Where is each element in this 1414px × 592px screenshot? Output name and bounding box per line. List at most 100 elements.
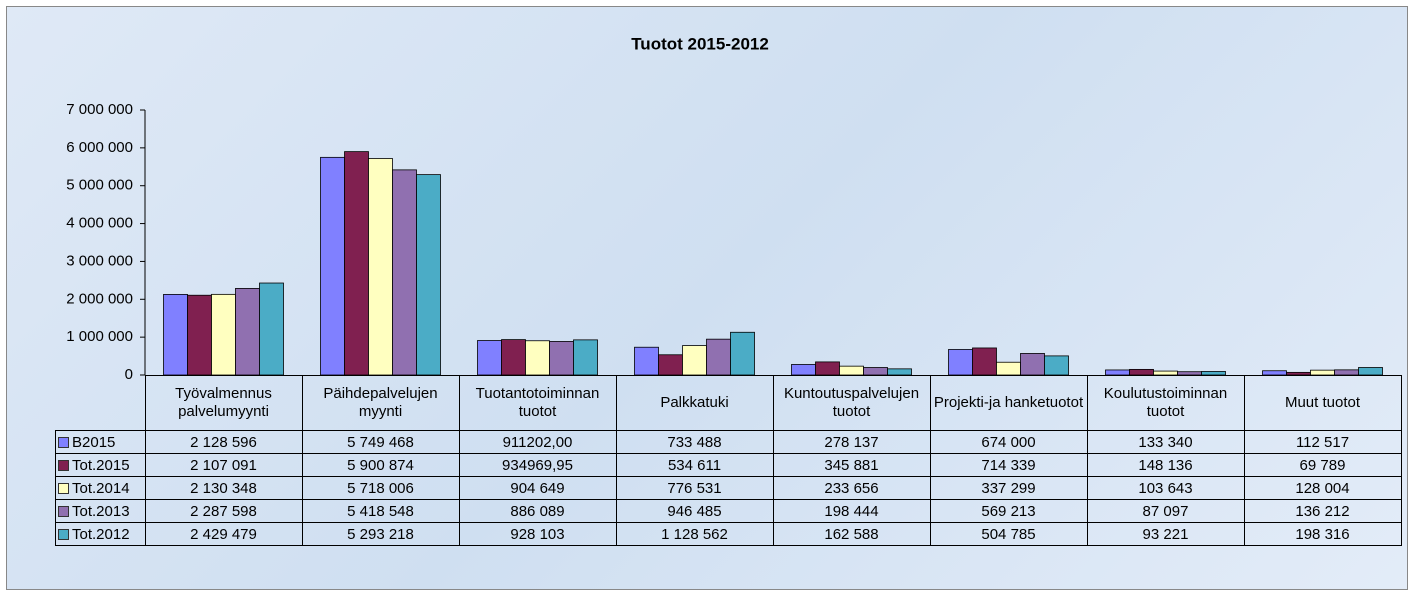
y-tick-label: 5 000 000	[66, 177, 133, 194]
table-row: Tot.2012 2 429 479 5 293 218 928 103 1 128 5…	[55, 522, 1402, 546]
value-cell: 198 444	[772, 499, 931, 523]
table-row: Tot.2015 2 107 091 5 900 874 934969,95 534 6…	[55, 453, 1402, 477]
value-cell: 733 488	[615, 430, 774, 454]
value-cell: 112 517	[1243, 430, 1402, 454]
bar	[525, 340, 550, 376]
table-row: B2015 2 128 596 5 749 468 911202,00 733 488 2…	[55, 430, 1402, 454]
bar	[658, 354, 683, 376]
category-label: Työvalmennus palvelumyynti	[144, 375, 303, 431]
bar	[1044, 355, 1069, 376]
bar	[863, 367, 888, 376]
y-tick-label: 2 000 000	[66, 290, 133, 307]
value-cell: 198 316	[1243, 522, 1402, 546]
category-label: Projekti-ja hanketuotot	[929, 375, 1088, 431]
bar	[730, 331, 755, 376]
value-cell: 233 656	[772, 476, 931, 500]
category-label: Päihdepalvelujen myynti	[301, 375, 460, 431]
value-cell: 103 643	[1086, 476, 1245, 500]
bar	[501, 339, 526, 376]
legend-key	[58, 506, 69, 518]
value-cell: 904 649	[458, 476, 617, 500]
y-tick-label: 7 000 000	[66, 101, 133, 118]
category-label: Koulutustoiminnan tuotot	[1086, 375, 1245, 431]
bar	[477, 340, 502, 376]
value-cell: 278 137	[772, 430, 931, 454]
value-cell: 128 004	[1243, 476, 1402, 500]
bar	[815, 361, 840, 376]
value-cell: 946 485	[615, 499, 774, 523]
legend-key	[58, 460, 69, 472]
series-name: B2015	[72, 433, 116, 451]
bar	[634, 346, 659, 376]
bar	[887, 368, 912, 376]
value-cell: 5 749 468	[301, 430, 460, 454]
table-row: Tot.2014 2 130 348 5 718 006 904 649 776 531…	[55, 476, 1402, 500]
value-cell: 928 103	[458, 522, 617, 546]
category-label: Palkkatuki	[615, 375, 774, 431]
data-table: Työvalmennus palvelumyynti Päihdepalveluj…	[55, 375, 1402, 546]
value-cell: 2 287 598	[144, 499, 303, 523]
value-cell: 5 293 218	[301, 522, 460, 546]
table-row: Tot.2013 2 287 598 5 418 548 886 089 946 485…	[55, 499, 1402, 523]
bar	[972, 347, 997, 376]
legend-key	[58, 483, 69, 495]
value-cell: 337 299	[929, 476, 1088, 500]
bar	[368, 158, 393, 376]
value-cell: 714 339	[929, 453, 1088, 477]
value-cell: 911202,00	[458, 430, 617, 454]
value-cell: 569 213	[929, 499, 1088, 523]
bar	[1020, 353, 1045, 376]
value-cell: 776 531	[615, 476, 774, 500]
category-label: Tuotantotoiminnan tuotot	[458, 375, 617, 431]
bar	[344, 151, 369, 376]
legend-entry: B2015	[55, 430, 146, 454]
bar	[211, 293, 236, 376]
bar	[791, 364, 816, 376]
value-cell: 345 881	[772, 453, 931, 477]
bar	[187, 294, 212, 376]
legend-entry: Tot.2014	[55, 476, 146, 500]
value-cell: 5 718 006	[301, 476, 460, 500]
legend-entry: Tot.2015	[55, 453, 146, 477]
value-cell: 674 000	[929, 430, 1088, 454]
value-cell: 93 221	[1086, 522, 1245, 546]
bar	[573, 339, 598, 376]
legend-key	[58, 437, 69, 449]
value-cell: 2 128 596	[144, 430, 303, 454]
value-cell: 2 429 479	[144, 522, 303, 546]
bar	[1358, 367, 1383, 376]
y-tick-label: 3 000 000	[66, 252, 133, 269]
category-label: Muut tuotot	[1243, 375, 1402, 431]
value-cell: 5 418 548	[301, 499, 460, 523]
value-cell: 534 611	[615, 453, 774, 477]
chart-title: Tuotot 2015-2012	[631, 34, 769, 53]
value-cell: 136 212	[1243, 499, 1402, 523]
series-name: Tot.2015	[72, 456, 130, 474]
y-tick-label: 4 000 000	[66, 215, 133, 232]
bar	[549, 341, 574, 376]
legend-entry: Tot.2013	[55, 499, 146, 523]
series-name: Tot.2013	[72, 502, 130, 520]
value-cell: 87 097	[1086, 499, 1245, 523]
bar	[259, 282, 284, 376]
bar	[682, 345, 707, 376]
value-cell: 934969,95	[458, 453, 617, 477]
bar	[948, 349, 973, 376]
bar	[163, 294, 188, 376]
y-tick-label: 1 000 000	[66, 328, 133, 345]
value-cell: 2 130 348	[144, 476, 303, 500]
value-cell: 148 136	[1086, 453, 1245, 477]
table-header-row: Työvalmennus palvelumyynti Päihdepalveluj…	[55, 375, 1402, 431]
table-corner	[55, 375, 146, 431]
bar	[235, 287, 260, 376]
series-name: Tot.2012	[72, 525, 130, 543]
y-tick-label: 6 000 000	[66, 139, 133, 156]
legend-entry: Tot.2012	[55, 522, 146, 546]
value-cell: 886 089	[458, 499, 617, 523]
bar	[392, 169, 417, 376]
y-tick-label: 0	[125, 366, 133, 383]
bar	[996, 361, 1021, 376]
value-cell: 133 340	[1086, 430, 1245, 454]
